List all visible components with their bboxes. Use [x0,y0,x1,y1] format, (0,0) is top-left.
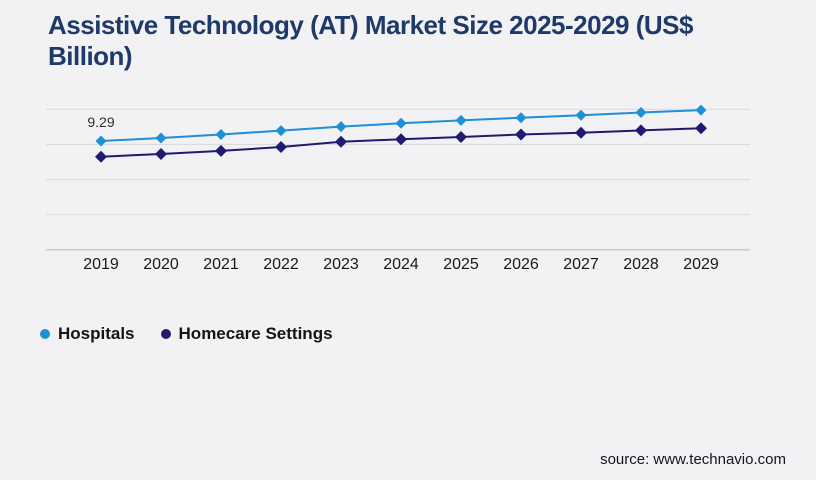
data-point-marker [635,107,647,118]
chart-title: Assistive Technology (AT) Market Size 20… [48,10,758,72]
x-tick-label: 2021 [203,256,239,273]
x-tick-label: 2024 [383,256,419,273]
data-point-marker [515,128,527,141]
data-label: 9.29 [87,114,114,130]
data-point-marker [275,141,287,153]
data-point-marker [575,126,587,139]
legend-label-hospitals: Hospitals [58,324,135,343]
data-point-marker [635,124,647,137]
x-tick-label: 2023 [323,256,359,273]
legend-dot-homecare-icon [160,329,171,339]
data-point-marker [95,150,107,163]
legend-item-hospitals: Hospitals [40,324,135,344]
source-attribution: source: www.technavio.com [600,451,786,468]
data-point-marker [395,133,407,146]
data-point-marker [155,132,167,144]
data-point-marker [575,109,587,121]
data-point-marker [695,104,707,116]
data-point-marker [335,121,347,133]
chart-legend: Hospitals Homecare Settings [40,324,359,344]
x-tick-label: 2025 [443,256,479,273]
chart-title-line-1: Assistive Technology (AT) Market Size 20… [48,10,693,40]
data-point-marker [455,131,467,143]
line-chart: 2019 2020 2021 2022 2023 2024 2025 2026 2027 2028… [46,104,750,273]
x-tick-label: 2022 [263,256,299,273]
data-point-marker [695,122,707,135]
data-point-marker [215,144,227,157]
x-tick-label: 2028 [623,256,659,273]
x-tick-label: 2027 [563,256,599,273]
x-tick-label: 2029 [683,256,719,273]
data-point-marker [335,135,347,148]
data-point-marker [95,135,107,147]
data-point-marker [515,112,527,124]
data-point-marker [455,114,467,126]
x-tick-label: 2019 [83,256,119,273]
chart-title-line-2: Billion) [48,41,133,71]
legend-dot-hospitals-icon [40,329,50,339]
x-tick-label: 2020 [143,256,179,273]
data-point-marker [215,129,227,140]
data-point-marker [155,148,167,160]
legend-label-homecare: Homecare Settings [178,324,333,343]
data-point-marker [275,125,287,137]
legend-item-homecare-settings: Homecare Settings [160,324,333,344]
data-point-marker [395,117,407,129]
x-tick-label: 2026 [503,256,539,273]
